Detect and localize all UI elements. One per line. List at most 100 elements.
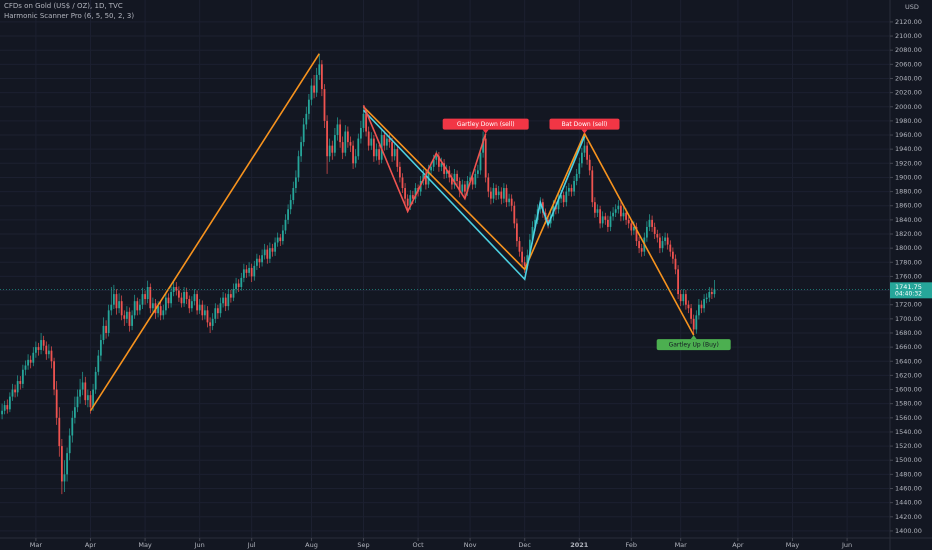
candle-body: [583, 145, 586, 153]
candle-body: [396, 149, 399, 167]
x-tick-label: May: [786, 541, 800, 549]
harmonic-pattern: [362, 106, 695, 336]
candle-body: [310, 85, 313, 100]
candle-body: [71, 417, 74, 436]
candle-body: [383, 135, 386, 146]
signal-box: [442, 118, 529, 130]
candle-body: [638, 241, 640, 249]
x-tick-label: Mar: [675, 541, 688, 549]
candle-body: [237, 283, 240, 288]
candle-body: [250, 267, 253, 277]
candle-body: [609, 216, 612, 227]
candle-body: [573, 180, 575, 192]
candle-body: [500, 191, 503, 199]
candle-body: [40, 340, 42, 350]
candle-body: [362, 113, 365, 128]
candle-body: [682, 294, 685, 302]
candle-body: [92, 389, 94, 408]
candle-body: [697, 304, 700, 316]
candle-body: [128, 311, 131, 326]
x-tick-label: Nov: [464, 541, 477, 549]
candle-body: [328, 145, 331, 157]
candle-body: [180, 297, 183, 304]
candle-body: [653, 226, 656, 235]
candle-body: [242, 269, 245, 278]
candle-body: [679, 294, 682, 302]
candle-body: [164, 297, 167, 311]
candle-body: [414, 188, 417, 199]
candle-body: [684, 294, 687, 305]
candle-body: [37, 347, 40, 350]
candle-body: [151, 303, 154, 309]
candle-body: [42, 340, 45, 346]
y-tick-label: 1640.00: [895, 357, 922, 365]
y-tick-label: 1600.00: [895, 386, 922, 394]
candle-body: [471, 177, 474, 185]
candle-body: [248, 267, 250, 273]
candle-body: [450, 177, 453, 185]
candle-body: [430, 166, 432, 171]
candle-body: [1, 410, 3, 415]
candle-body: [393, 149, 396, 157]
x-tick-label: Sep: [357, 541, 369, 549]
y-tick-label: 1880.00: [895, 188, 922, 196]
y-tick-label: 1940.00: [895, 145, 922, 153]
harmonic-pattern: [362, 105, 487, 214]
candle-body: [63, 474, 66, 482]
plot: Gartley Down (sell) Bat Down (sell) Gartle…: [0, 53, 890, 495]
candle-body: [409, 195, 412, 206]
candle-body: [73, 407, 76, 418]
candle-body: [367, 131, 370, 146]
candle-body: [19, 381, 22, 384]
y-tick-label: 1440.00: [895, 499, 922, 507]
candle-body: [708, 291, 711, 298]
candle-body: [133, 301, 136, 316]
candle-body: [203, 310, 206, 316]
candle-body: [6, 405, 9, 410]
candle-body: [258, 258, 261, 263]
candle-body: [344, 131, 347, 153]
candle-body: [677, 269, 679, 295]
candle-body: [713, 289, 716, 295]
candle-body: [16, 381, 19, 393]
y-tick-label: 2080.00: [895, 46, 922, 54]
candle-body: [118, 301, 120, 309]
candle-body: [495, 188, 497, 196]
candle-body: [354, 156, 357, 164]
candle-body: [695, 315, 698, 330]
candle-body: [505, 188, 508, 203]
x-tick-label: Apr: [85, 541, 97, 549]
candle-body: [287, 209, 289, 220]
candle-body: [193, 294, 196, 302]
candle-body: [34, 347, 37, 353]
candle-body: [640, 248, 643, 252]
candle-body: [172, 287, 175, 292]
y-tick-label: 1520.00: [895, 442, 922, 450]
y-tick-label: 2100.00: [895, 32, 922, 40]
x-tick-label: Mar: [30, 541, 43, 549]
grid: [0, 0, 890, 538]
signal-pointer: [690, 335, 697, 340]
candle-body: [271, 248, 274, 252]
candle-body: [635, 226, 638, 242]
candle-body: [658, 237, 661, 249]
candle-body: [60, 446, 63, 482]
candle-body: [297, 156, 300, 178]
candle-body: [372, 138, 375, 157]
y-tick-label: 1760.00: [895, 272, 922, 280]
candle-body: [268, 248, 271, 259]
candle-body: [255, 258, 258, 266]
candle-body: [424, 173, 427, 185]
candle-body: [440, 163, 443, 167]
candle-body: [136, 301, 139, 311]
candle-body: [94, 371, 97, 390]
candle-body: [8, 396, 11, 410]
signal-label: Gartley Up (Buy): [669, 342, 719, 349]
candle-body: [302, 124, 305, 143]
chart-title: CFDs on Gold (US$ / OZ), 1D, TVC: [4, 2, 123, 10]
candle-body: [484, 138, 487, 178]
candle-body: [45, 345, 48, 355]
candle-body: [391, 142, 393, 157]
y-tick-label: 1680.00: [895, 329, 922, 337]
